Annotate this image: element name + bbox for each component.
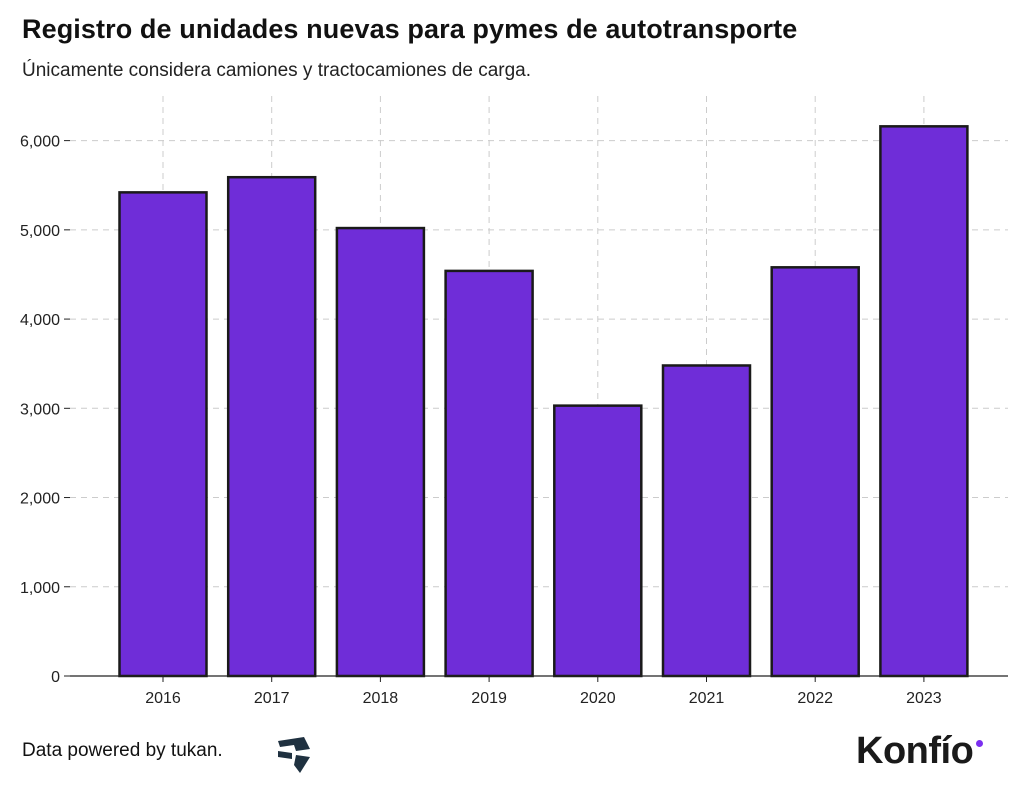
konfio-logo: Konfío xyxy=(856,730,974,772)
y-tick-label: 3,000 xyxy=(20,401,60,418)
y-tick-label: 1,000 xyxy=(20,580,60,597)
bar-2016 xyxy=(118,191,208,678)
x-tick-label: 2016 xyxy=(145,690,181,707)
tukan-logo-icon xyxy=(278,737,310,773)
y-tick-label: 4,000 xyxy=(20,312,60,329)
x-tick-label: 2023 xyxy=(906,690,942,707)
bar-2020 xyxy=(553,404,643,678)
x-tick-label: 2018 xyxy=(363,690,399,707)
bar-2021 xyxy=(661,364,752,678)
bar-2023 xyxy=(879,125,969,678)
chart-title: Registro de unidades nuevas para pymes d… xyxy=(22,14,798,44)
x-tick-label: 2022 xyxy=(797,690,833,707)
y-tick-label: 0 xyxy=(51,669,60,686)
data-credit: Data powered by tukan. xyxy=(22,740,223,761)
bars xyxy=(118,125,969,678)
y-tick-label: 6,000 xyxy=(20,134,60,151)
bar-2018 xyxy=(335,226,426,678)
x-tick-label: 2020 xyxy=(580,690,616,707)
x-tick-label: 2019 xyxy=(471,690,507,707)
bar-chart: 0 1,000 2,000 3,000 4,000 5,000 6,000 2016 2017 2… xyxy=(20,96,1008,707)
y-tick-label: 2,000 xyxy=(20,491,60,508)
bar-2022 xyxy=(770,266,860,678)
bar-2019 xyxy=(444,269,534,678)
chart-subtitle: Únicamente considera camiones y tractoca… xyxy=(22,60,532,81)
x-tick-label: 2017 xyxy=(254,690,290,707)
x-tick-label: 2021 xyxy=(689,690,725,707)
grid-lines xyxy=(70,96,1008,676)
y-tick-label: 5,000 xyxy=(20,223,60,240)
bar-2017 xyxy=(226,175,317,678)
brand-dot-icon xyxy=(976,740,983,747)
axes: 0 1,000 2,000 3,000 4,000 5,000 6,000 2016 2017 2… xyxy=(20,134,1008,707)
